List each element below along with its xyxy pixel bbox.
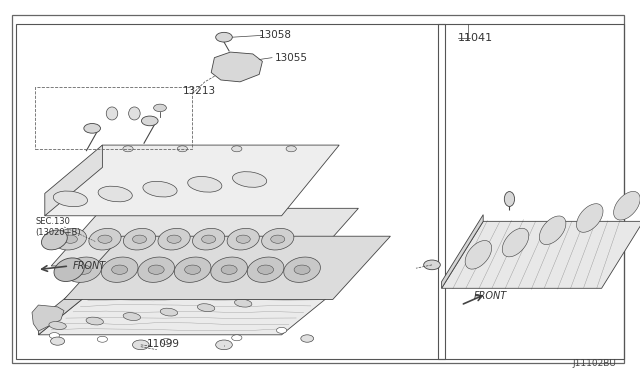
- Polygon shape: [45, 145, 339, 216]
- Ellipse shape: [174, 257, 211, 282]
- Ellipse shape: [65, 257, 102, 282]
- Circle shape: [51, 337, 65, 345]
- Ellipse shape: [227, 228, 259, 250]
- Ellipse shape: [101, 257, 138, 282]
- Polygon shape: [32, 305, 64, 331]
- Ellipse shape: [123, 312, 141, 321]
- Text: (13020+B): (13020+B): [35, 228, 81, 237]
- Circle shape: [141, 116, 158, 126]
- Bar: [438, 24, 624, 359]
- Circle shape: [216, 340, 232, 350]
- Circle shape: [177, 146, 188, 152]
- Ellipse shape: [129, 107, 140, 120]
- Circle shape: [232, 335, 242, 341]
- Ellipse shape: [132, 235, 147, 243]
- Ellipse shape: [112, 265, 128, 275]
- Ellipse shape: [577, 204, 603, 232]
- Polygon shape: [64, 236, 390, 299]
- Ellipse shape: [42, 230, 67, 250]
- Polygon shape: [38, 268, 102, 335]
- Ellipse shape: [202, 235, 216, 243]
- Ellipse shape: [232, 171, 267, 187]
- Ellipse shape: [53, 191, 88, 207]
- Ellipse shape: [236, 235, 250, 243]
- Text: J11102BU: J11102BU: [572, 359, 616, 368]
- Circle shape: [424, 260, 440, 270]
- Ellipse shape: [86, 317, 104, 325]
- Circle shape: [132, 340, 149, 350]
- Ellipse shape: [54, 228, 86, 250]
- Ellipse shape: [465, 241, 492, 269]
- Ellipse shape: [76, 265, 92, 275]
- Ellipse shape: [294, 265, 310, 275]
- Text: FRONT: FRONT: [474, 291, 507, 301]
- Polygon shape: [51, 208, 358, 266]
- Ellipse shape: [188, 176, 222, 192]
- Ellipse shape: [98, 235, 112, 243]
- Ellipse shape: [540, 216, 566, 244]
- Polygon shape: [38, 283, 346, 335]
- Ellipse shape: [504, 192, 515, 206]
- Ellipse shape: [258, 265, 274, 275]
- Ellipse shape: [160, 308, 178, 316]
- Ellipse shape: [89, 228, 121, 250]
- Text: 13213: 13213: [182, 86, 216, 96]
- Circle shape: [301, 335, 314, 342]
- Ellipse shape: [234, 299, 252, 307]
- Circle shape: [154, 104, 166, 112]
- Ellipse shape: [124, 228, 156, 250]
- Circle shape: [123, 146, 133, 152]
- Ellipse shape: [262, 228, 294, 250]
- Circle shape: [161, 339, 172, 344]
- Ellipse shape: [138, 257, 175, 282]
- Ellipse shape: [197, 304, 215, 312]
- Ellipse shape: [167, 235, 181, 243]
- Polygon shape: [211, 52, 262, 82]
- Polygon shape: [442, 221, 640, 288]
- Circle shape: [97, 336, 108, 342]
- Text: FRONT: FRONT: [72, 261, 106, 271]
- Text: 13058: 13058: [259, 31, 292, 40]
- Ellipse shape: [221, 265, 237, 275]
- Circle shape: [49, 333, 60, 339]
- Text: 11099: 11099: [147, 339, 180, 349]
- Ellipse shape: [247, 257, 284, 282]
- Ellipse shape: [148, 265, 164, 275]
- Ellipse shape: [49, 321, 67, 330]
- Ellipse shape: [158, 228, 190, 250]
- Ellipse shape: [106, 107, 118, 120]
- Circle shape: [276, 327, 287, 333]
- Text: 13055: 13055: [275, 53, 308, 62]
- Circle shape: [286, 146, 296, 152]
- Ellipse shape: [211, 257, 248, 282]
- Ellipse shape: [614, 192, 640, 220]
- Polygon shape: [45, 145, 102, 216]
- Ellipse shape: [502, 228, 529, 257]
- Ellipse shape: [284, 257, 321, 282]
- Ellipse shape: [185, 265, 201, 275]
- Ellipse shape: [193, 228, 225, 250]
- Circle shape: [216, 32, 232, 42]
- Bar: [35, 87, 192, 149]
- Circle shape: [232, 146, 242, 152]
- Ellipse shape: [54, 258, 84, 282]
- Bar: [16, 24, 445, 359]
- Polygon shape: [442, 215, 483, 288]
- Circle shape: [84, 124, 100, 133]
- Text: SEC.130: SEC.130: [35, 217, 70, 226]
- Text: 11041: 11041: [458, 33, 493, 43]
- Ellipse shape: [63, 235, 77, 243]
- Ellipse shape: [98, 186, 132, 202]
- Ellipse shape: [271, 235, 285, 243]
- Ellipse shape: [143, 181, 177, 197]
